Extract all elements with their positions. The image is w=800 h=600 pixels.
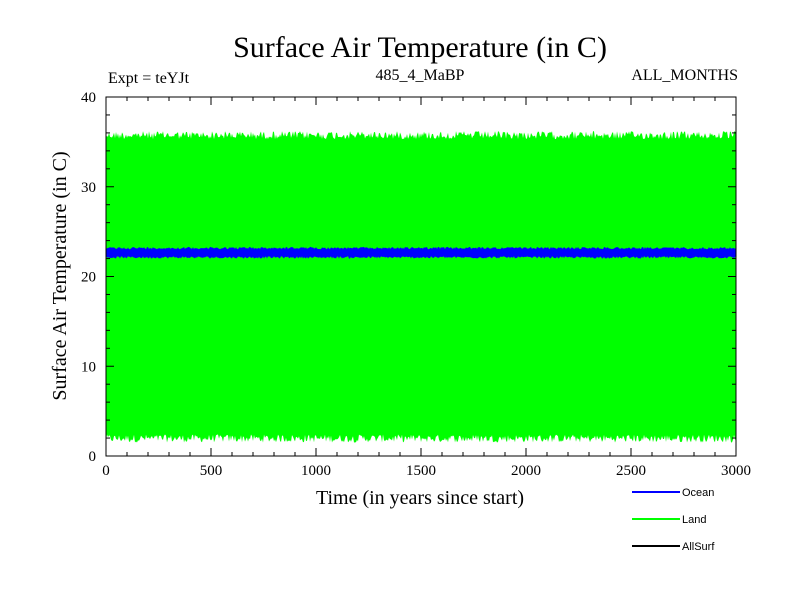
x-tick-label: 2000 [511,463,541,479]
land-series [106,131,736,443]
x-tick-label: 1000 [301,463,331,479]
x-tick-label: 500 [200,463,223,479]
y-tick-label: 0 [89,449,97,465]
x-tick-label: 2500 [616,463,646,479]
land-band [106,131,736,443]
x-tick-label: 0 [102,463,110,479]
y-axis: 0 10 20 30 40 [81,90,736,465]
x-tick-label: 3000 [721,463,751,479]
plot-area [106,131,736,443]
y-axis-label: Surface Air Temperature (in C) [49,151,71,400]
y-tick-label: 10 [81,359,96,375]
ocean-series [106,246,736,259]
months-label: ALL_MONTHS [631,67,738,84]
chart-title: Surface Air Temperature (in C) [233,31,607,64]
expt-label: Expt = teYJt [108,70,190,87]
x-axis-label: Time (in years since start) [316,487,524,509]
x-axis: 0 500 1000 1500 2000 2500 3000 [102,97,751,479]
y-tick-label: 30 [81,180,96,196]
y-tick-label: 20 [81,270,96,286]
y-tick-label: 40 [81,90,96,106]
legend-label-land: Land [682,514,706,526]
legend: Ocean Land AllSurf [632,487,715,553]
legend-label-allsurf: AllSurf [682,541,715,553]
ocean-band [106,246,736,259]
legend-label-ocean: Ocean [682,487,714,499]
period-label: 485_4_MaBP [376,67,465,84]
x-tick-label: 1500 [406,463,436,479]
